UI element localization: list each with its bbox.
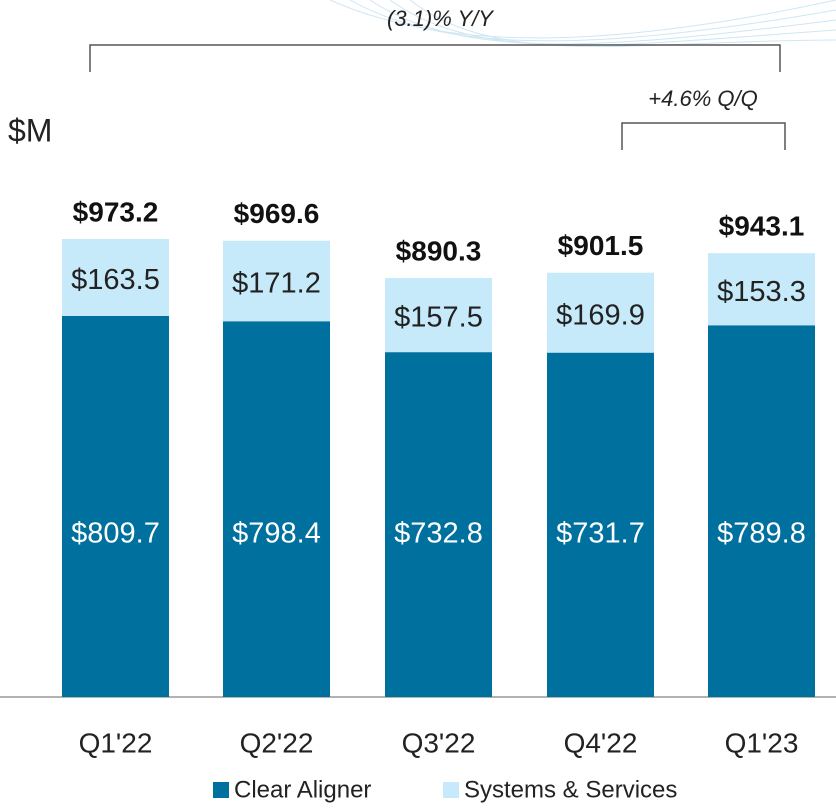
x-tick-label: Q3'22 [402,727,476,758]
value-label: $798.4 [232,518,321,550]
annotation: (3.1)% Y/Y [387,6,494,31]
legend-label: Clear Aligner [234,776,371,803]
qoq-bracket [621,122,786,150]
total-label: $943.1 [719,211,805,242]
bar-segment [547,352,654,697]
value-label: $153.3 [717,276,806,308]
value-label: $169.9 [556,299,645,331]
bar-segment [223,321,330,697]
value-label: $163.5 [71,264,160,296]
bar-segment [547,272,654,353]
annotation: +4.6% Q/Q [648,86,757,111]
x-tick-label: Q1'22 [79,727,153,758]
value-label: $732.8 [394,518,483,550]
value-label: $809.7 [71,518,160,550]
total-label: $973.2 [73,196,159,227]
yoy-bracket [89,44,781,72]
bar-segment [62,315,169,697]
value-label: $731.7 [556,518,645,550]
total-label: $969.6 [234,198,320,229]
bar-segment [223,240,330,322]
x-tick-label: Q1'23 [725,727,799,758]
total-label: $890.3 [396,235,482,266]
bar-segment [385,278,492,353]
unit-label: $M [8,112,52,148]
legend-swatch [443,782,459,798]
bar-segment [385,352,492,697]
total-label: $901.5 [558,230,644,261]
x-tick-label: Q2'22 [240,727,314,758]
value-label: $789.8 [717,518,806,550]
bar-segment [708,253,815,326]
bar-segment [708,325,815,697]
bar-segment [62,239,169,316]
x-tick-label: Q4'22 [564,727,638,758]
background-waves [329,0,836,47]
legend-swatch [213,782,229,798]
value-label: $171.2 [232,268,321,300]
legend-label: Systems & Services [464,776,677,803]
value-label: $157.5 [394,302,483,334]
